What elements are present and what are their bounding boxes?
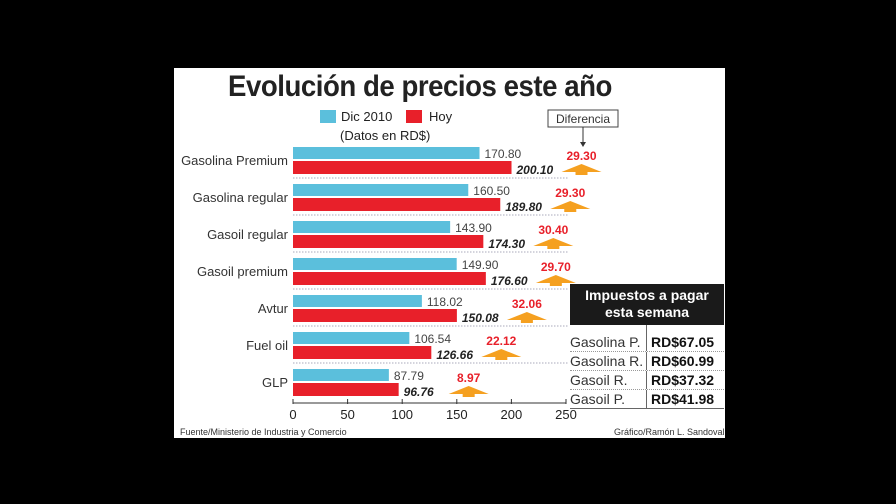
x-tick-label: 50	[340, 407, 354, 422]
category-label: GLP	[262, 375, 288, 390]
bar-hoy	[293, 272, 486, 285]
value-label-hoy: 96.76	[404, 385, 434, 399]
difference-label: 29.30	[566, 149, 596, 163]
value-label-hoy: 174.30	[488, 237, 525, 251]
chart-subtitle: (Datos en RD$)	[340, 128, 431, 143]
value-label-dic2010: 160.50	[473, 184, 510, 198]
infographic-panel	[174, 68, 725, 438]
x-tick-label: 250	[555, 407, 577, 422]
value-label-dic2010: 149.90	[462, 258, 499, 272]
difference-label: 29.70	[541, 260, 571, 274]
category-label: Fuel oil	[246, 338, 288, 353]
tax-table: Impuestos a pagar esta semana Gasolina P…	[570, 284, 724, 409]
tax-value: RD$37.32	[646, 371, 724, 389]
x-tick-label: 150	[446, 407, 468, 422]
tax-value: RD$67.05	[646, 333, 724, 351]
up-arrow-icon	[533, 238, 574, 249]
value-label-hoy: 189.80	[505, 200, 542, 214]
bar-hoy	[293, 383, 399, 396]
category-label: Gasoil regular	[207, 227, 289, 242]
tax-table-header: Impuestos a pagar esta semana	[570, 284, 724, 325]
tax-value: RD$60.99	[646, 352, 724, 370]
value-label-hoy: 200.10	[516, 163, 554, 177]
bar-hoy	[293, 346, 432, 359]
arrow-down-icon	[580, 142, 586, 147]
category-label: Avtur	[258, 301, 289, 316]
up-arrow-icon	[506, 312, 547, 323]
tax-label: Gasoil P.	[570, 391, 625, 407]
x-tick-label: 100	[391, 407, 413, 422]
tax-row: Gasolina R. RD$60.99	[570, 352, 724, 371]
bar-dic2010	[293, 332, 410, 344]
tax-label: Gasoil R.	[570, 372, 628, 388]
legend-label-hoy: Hoy	[429, 109, 453, 124]
tax-title-line1: Impuestos a pagar	[585, 287, 709, 303]
up-arrow-icon	[561, 164, 602, 175]
bar-dic2010	[293, 184, 469, 196]
tax-value: RD$41.98	[646, 390, 724, 408]
x-tick-label: 0	[289, 407, 296, 422]
value-label-hoy: 176.60	[491, 274, 528, 288]
difference-legend-label: Diferencia	[556, 112, 610, 126]
tax-label: Gasolina P.	[570, 334, 641, 350]
bar-dic2010	[293, 258, 457, 270]
value-label-dic2010: 170.80	[485, 147, 522, 161]
bar-hoy	[293, 161, 512, 174]
bar-dic2010	[293, 221, 451, 233]
difference-label: 8.97	[457, 371, 481, 385]
source-note: Fuente/Ministerio de Industria y Comerci…	[180, 427, 347, 437]
legend-label-dic2010: Dic 2010	[341, 109, 393, 124]
chart-title: Evolución de precios este año	[228, 70, 612, 103]
up-arrow-icon	[448, 386, 489, 397]
credit-note: Gráfico/Ramón L. Sandoval	[614, 427, 725, 437]
category-label: Gasoil premium	[197, 264, 288, 279]
bar-dic2010	[293, 147, 480, 159]
bar-hoy	[293, 198, 501, 211]
legend-swatch-dic2010	[320, 110, 336, 123]
tax-title-line2: esta semana	[604, 304, 690, 320]
value-label-dic2010: 106.54	[414, 332, 451, 346]
up-arrow-icon	[550, 201, 591, 212]
legend-swatch-hoy	[406, 110, 422, 123]
value-label-dic2010: 143.90	[455, 221, 492, 235]
tax-row: Gasolina P. RD$67.05	[570, 333, 724, 352]
difference-label: 30.40	[538, 223, 568, 237]
value-label-hoy: 150.08	[462, 311, 499, 325]
value-label-dic2010: 87.79	[394, 369, 424, 383]
value-label-dic2010: 118.02	[427, 295, 463, 309]
tax-row: Gasoil R. RD$37.32	[570, 371, 724, 390]
up-arrow-icon	[481, 349, 522, 360]
tax-row: Gasoil P. RD$41.98	[570, 390, 724, 409]
bar-dic2010	[293, 295, 422, 307]
x-tick-label: 200	[501, 407, 523, 422]
difference-label: 32.06	[512, 297, 542, 311]
category-label: Gasolina regular	[193, 190, 289, 205]
value-label-hoy: 126.66	[436, 348, 473, 362]
bar-hoy	[293, 235, 484, 248]
up-arrow-icon	[535, 275, 576, 286]
bar-hoy	[293, 309, 457, 322]
difference-label: 22.12	[486, 334, 516, 348]
category-label: Gasolina Premium	[181, 153, 288, 168]
tax-column-divider	[646, 325, 724, 333]
tax-label: Gasolina R.	[570, 353, 644, 369]
difference-label: 29.30	[555, 186, 585, 200]
bar-dic2010	[293, 369, 389, 381]
